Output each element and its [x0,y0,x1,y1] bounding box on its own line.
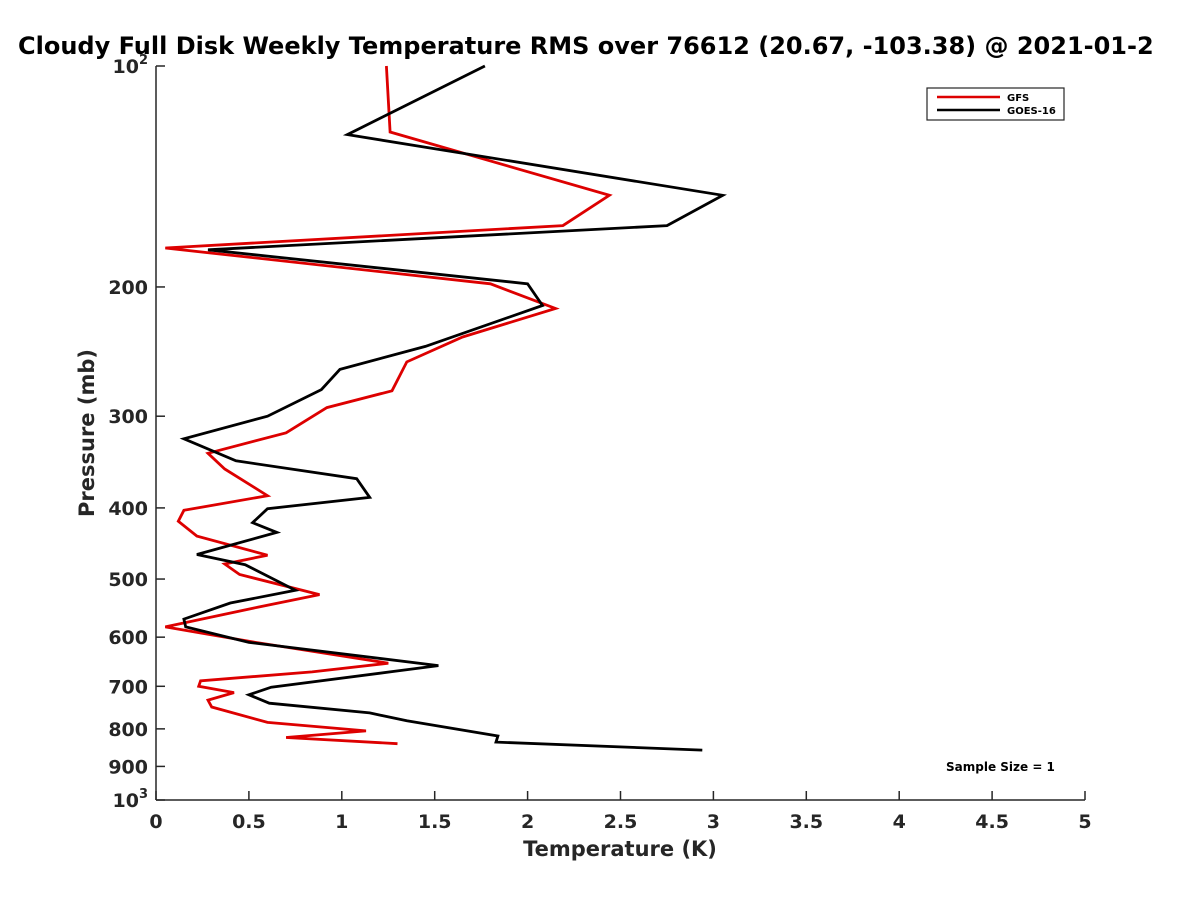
legend-box [926,87,1065,121]
series-layer [165,64,727,752]
y-tick-label: 600 [108,627,148,649]
x-ticks: 0 0.5 1 1.5 2 2.5 3 3.5 4 4.5 5 [149,791,1092,833]
x-tick-label: 1.5 [418,811,452,833]
y-tick-label: 800 [108,719,148,741]
x-tick-label: 0 [149,811,162,833]
x-tick-label: 2 [521,811,534,833]
x-tick-label: 2.5 [604,811,638,833]
sample-size-annotation: Sample Size = 1 [946,760,1055,774]
x-tick-label: 4 [893,811,906,833]
x-tick-label: 1 [335,811,348,833]
x-axis-label: Temperature (K) [523,837,717,861]
y-tick-label: 900 [108,756,148,778]
y-tick-label: 400 [108,498,148,520]
x-tick-label: 3.5 [789,811,823,833]
x-tick-label: 3 [707,811,720,833]
y-tick-label: 700 [108,676,148,698]
y-ticks: 102 200 300 400 500 600 700 800 900 103 [108,53,165,812]
series-line-goes16 [179,64,727,752]
y-tick-label: 300 [108,406,148,428]
chart-title: Cloudy Full Disk Weekly Temperature RMS … [18,32,1154,60]
x-tick-label: 4.5 [975,811,1009,833]
legend: GFS GOES-16 [926,87,1065,121]
legend-label-gfs: GFS [1007,93,1029,104]
y-axis-label: Pressure (mb) [75,349,99,517]
y-tick-label: 102 [113,53,149,78]
y-tick-label: 200 [108,277,148,299]
legend-label-goes16: GOES-16 [1007,106,1056,117]
x-tick-label: 5 [1078,811,1091,833]
y-tick-label: 500 [108,569,148,591]
x-tick-label: 0.5 [232,811,266,833]
y-tick-label: 103 [113,787,149,812]
